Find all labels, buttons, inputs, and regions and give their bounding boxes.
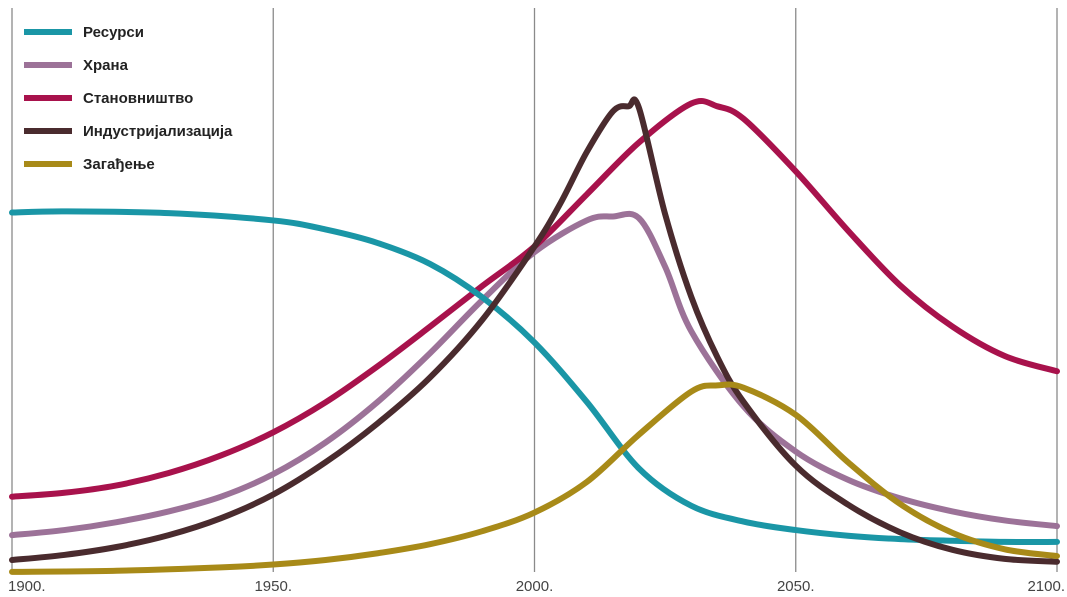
series-line-3 bbox=[9, 96, 1060, 565]
series-line-2 bbox=[9, 98, 1060, 500]
gridlines bbox=[11, 8, 1058, 572]
x-tick-label-2000: 2000. bbox=[516, 578, 554, 595]
legend-label-0: Ресурси bbox=[83, 24, 144, 41]
series-line-0 bbox=[9, 208, 1060, 546]
legend-label-2: Становништво bbox=[83, 90, 193, 107]
legend-label-3: Индустријализација bbox=[83, 123, 233, 140]
legend-label-1: Храна bbox=[83, 57, 129, 74]
series-line-1 bbox=[9, 210, 1060, 539]
x-axis-tick-labels: 1900. 1950. 2000. 2050. 2100. bbox=[8, 578, 1065, 595]
x-tick-label-1950: 1950. bbox=[254, 578, 292, 595]
x-tick-label-1900: 1900. bbox=[8, 578, 46, 595]
series-line-4 bbox=[9, 381, 1060, 575]
legend-label-4: Загађење bbox=[83, 156, 155, 173]
x-tick-label-2100: 2100. bbox=[1027, 578, 1065, 595]
series-lines bbox=[9, 96, 1060, 575]
x-tick-label-2050: 2050. bbox=[777, 578, 815, 595]
legend: Ресурси Храна Становништво Индустријализаци… bbox=[24, 24, 233, 173]
